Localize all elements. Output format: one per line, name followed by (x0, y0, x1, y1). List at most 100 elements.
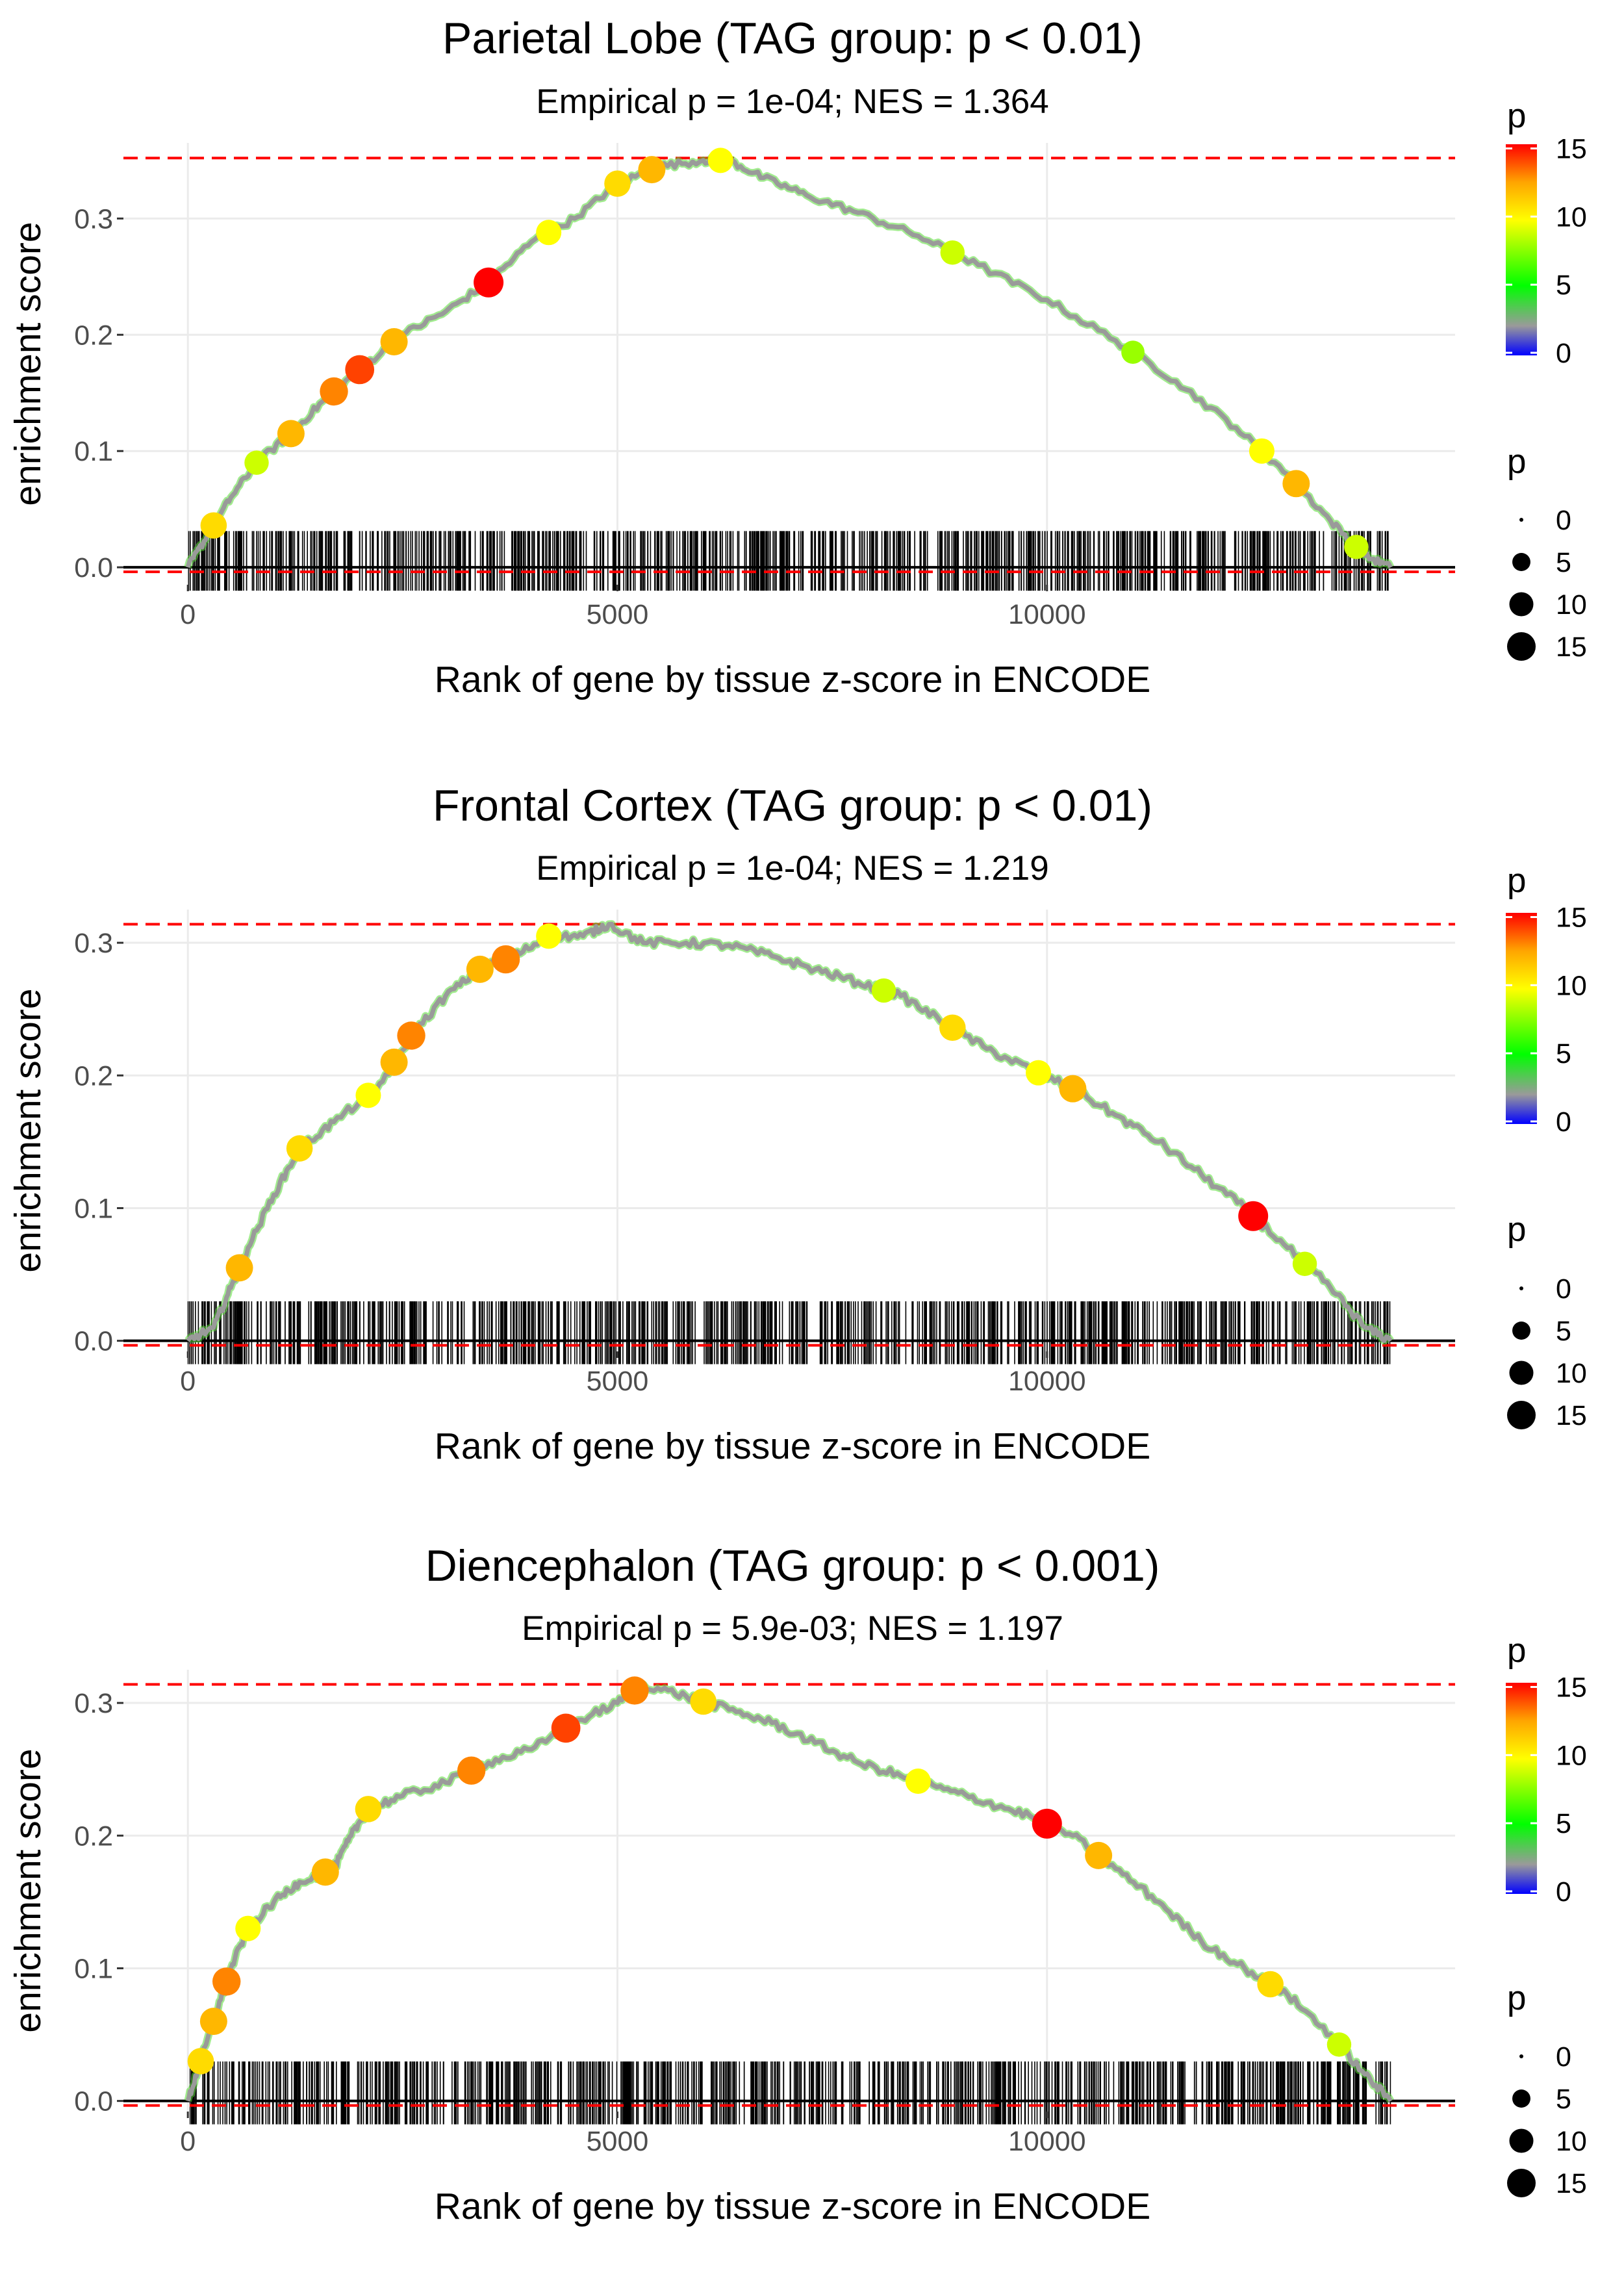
rug-ticks (189, 2061, 1391, 2125)
gene-point (1249, 438, 1275, 464)
chart-title: Diencephalon (TAG group: p < 0.001) (425, 1541, 1160, 1591)
x-axis-title: Rank of gene by tissue z-score in ENCODE (435, 2186, 1150, 2227)
size-legend-label: 5 (1556, 547, 1571, 578)
axes: 0.0 0.1 0.2 0.3 0 5000 10000 (74, 203, 1085, 630)
size-legend-dot (1507, 632, 1536, 661)
gene-point (355, 1082, 381, 1108)
gene-point (551, 1713, 581, 1743)
size-legend-label: 5 (1556, 2084, 1571, 2115)
color-bar-label: 5 (1556, 1038, 1571, 1069)
gene-point (1059, 1075, 1087, 1103)
size-legend-label: 0 (1556, 505, 1571, 536)
gene-point (871, 978, 896, 1003)
chart-title: Parietal Lobe (TAG group: p < 0.01) (442, 14, 1143, 63)
color-bar-label: 5 (1556, 1808, 1571, 1839)
color-bar (1506, 1683, 1537, 1894)
gene-point (311, 1858, 339, 1886)
y-tick-label: 0.1 (74, 436, 113, 467)
color-bar-label: 15 (1556, 133, 1587, 164)
gene-point (345, 355, 375, 385)
y-tick-label: 0.2 (74, 320, 113, 351)
rug-ticks (188, 531, 1389, 591)
color-bar-label: 0 (1556, 1106, 1571, 1138)
gene-point (1085, 1841, 1113, 1869)
x-tick-label: 0 (180, 599, 196, 630)
gene-point (320, 377, 348, 406)
size-legend-label: 5 (1556, 1316, 1571, 1347)
color-bar (1506, 144, 1537, 355)
axes: 0.0 0.1 0.2 0.3 0 5000 10000 (74, 928, 1085, 1397)
gene-point (1344, 535, 1369, 559)
y-tick-label: 0.0 (74, 1326, 113, 1357)
gene-point (187, 2048, 214, 2075)
gene-point (905, 1769, 931, 1795)
gene-point (286, 1135, 313, 1162)
size-legend-label: 15 (1556, 1400, 1587, 1431)
gene-point (1257, 1971, 1284, 1998)
gene-point (1282, 470, 1310, 498)
color-bar-label: 0 (1556, 338, 1571, 369)
gene-point (1292, 1251, 1317, 1276)
gene-point (235, 1915, 261, 1941)
color-bar-label: 10 (1556, 201, 1587, 233)
gene-rug (188, 531, 1389, 591)
gene-point (225, 1254, 253, 1282)
color-bar-label: 0 (1556, 1876, 1571, 1908)
size-legend-label: 10 (1556, 1358, 1587, 1389)
color-legend-title: p (1507, 97, 1526, 135)
gene-point (1238, 1201, 1269, 1231)
size-legend-label: 0 (1556, 2041, 1571, 2073)
enrichment-curve (184, 153, 1395, 569)
gene-point (355, 1796, 382, 1822)
chart-subtitle: Empirical p = 1e-04; NES = 1.364 (536, 83, 1049, 121)
gene-point (604, 170, 631, 197)
color-bar-label: 10 (1556, 970, 1587, 1001)
size-legend-dot (1519, 518, 1523, 522)
gene-point (199, 2008, 227, 2036)
size-legend-dot (1519, 1286, 1523, 1290)
gene-points (200, 147, 1369, 559)
gene-point (536, 923, 562, 949)
panel-2: Frontal Cortex (TAG group: p < 0.01) Empi… (7, 781, 1455, 1467)
enrichment-curve (184, 1680, 1394, 2103)
y-axis-title: enrichment score (7, 1748, 49, 2032)
curve-line (186, 921, 1393, 1344)
x-tick-label: 5000 (587, 599, 649, 630)
y-tick-label: 0.0 (74, 552, 113, 583)
gene-points (187, 1676, 1352, 2075)
y-axis-title: enrichment score (7, 222, 49, 505)
curve-line (185, 155, 1393, 568)
gene-point (380, 1048, 408, 1076)
color-bar-label: 15 (1556, 1672, 1587, 1703)
y-tick-label: 0.3 (74, 203, 113, 235)
gene-point (1032, 1808, 1062, 1839)
gene-point (939, 1014, 966, 1041)
size-legend-dot (1509, 1361, 1534, 1385)
color-bar (1506, 913, 1537, 1124)
x-tick-label: 10000 (1008, 1366, 1086, 1397)
gene-point (1121, 340, 1145, 364)
x-axis-title: Rank of gene by tissue z-score in ENCODE (435, 1425, 1150, 1467)
size-legend-dot (1519, 2054, 1523, 2058)
size-legend-title: p (1507, 1979, 1526, 2017)
panel-3: Diencephalon (TAG group: p < 0.001) Empir… (7, 1541, 1455, 2227)
color-legend-title: p (1507, 862, 1526, 900)
gene-point (491, 945, 520, 974)
axes: 0.0 0.1 0.2 0.3 0 5000 10000 (74, 1688, 1085, 2157)
size-legend-dot (1507, 2169, 1536, 2197)
y-tick-label: 0.1 (74, 1193, 113, 1224)
x-axis-title: Rank of gene by tissue z-score in ENCODE (435, 659, 1150, 700)
gene-point (1326, 2032, 1352, 2057)
gene-point (638, 156, 666, 184)
size-legend-label: 10 (1556, 589, 1587, 620)
gene-point (620, 1676, 649, 1705)
y-tick-label: 0.3 (74, 928, 113, 959)
x-tick-label: 0 (180, 2126, 196, 2157)
size-legend-dot (1512, 553, 1530, 571)
x-tick-label: 0 (180, 1366, 196, 1397)
gene-point (474, 267, 504, 298)
size-legend-label: 0 (1556, 1273, 1571, 1305)
size-legend-label: 10 (1556, 2126, 1587, 2157)
